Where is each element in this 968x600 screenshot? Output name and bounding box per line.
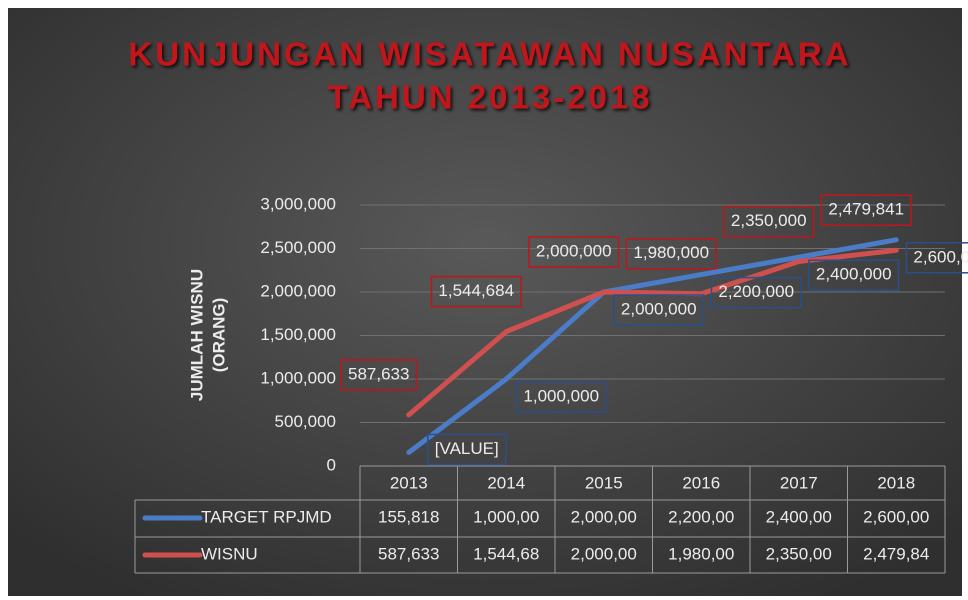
data-label-text: 1,000,000 (523, 386, 599, 405)
data-label-box (808, 259, 900, 291)
table-cell: 2,350,00 (766, 544, 832, 563)
chart-title: KUNJUNGAN WISATAWAN NUSANTARA (128, 36, 851, 73)
data-label-text: 2,000,000 (621, 299, 697, 318)
y-tick-label: 2,000,000 (260, 281, 336, 300)
data-label-box (905, 242, 968, 274)
x-tick-label: 2014 (487, 473, 525, 492)
legend-label: TARGET RPJMD (201, 507, 332, 526)
data-label-box (430, 275, 522, 308)
data-label-text: 2,479,841 (828, 200, 904, 219)
y-axis-label: JUMLAH WISNU (ORANG) (187, 269, 228, 401)
data-label-box (528, 236, 620, 268)
data-label: 2,479,841 (820, 194, 912, 227)
annotation: [VALUE] (427, 433, 507, 466)
data-label: 1,000,000 (515, 381, 607, 413)
data-label: 1,980,000 (625, 237, 717, 270)
data-label-box (820, 194, 912, 227)
table-cell: 1,980,00 (668, 544, 734, 563)
data-label: 2,000,000 (613, 294, 705, 326)
data-label-box (625, 237, 717, 270)
data-label-box (613, 294, 705, 326)
data-label-text: 2,350,000 (731, 211, 807, 230)
data-label-text: 2,200,000 (718, 282, 794, 301)
x-tick-label: 2016 (682, 473, 720, 492)
data-label-box (723, 205, 815, 238)
data-label-box (515, 381, 607, 413)
data-label-text: 2,400,000 (816, 265, 892, 284)
data-label: 2,600,000 (905, 242, 968, 274)
table-cell: 587,633 (378, 544, 439, 563)
x-tick-label: 2017 (780, 473, 818, 492)
y-tick-label: 2,500,000 (260, 238, 336, 257)
data-label-text: 2,000,000 (536, 241, 612, 260)
data-label-text: 587,633 (348, 364, 409, 383)
annotation-box (427, 433, 507, 466)
table-cell: 2,000,00 (571, 507, 637, 526)
x-tick-label: 2018 (877, 473, 915, 492)
legend-label: WISNU (201, 544, 258, 563)
data-label: 2,200,000 (710, 276, 802, 309)
data-label-text: 2,600,000 (913, 247, 968, 266)
data-label-text: 1,980,000 (633, 243, 709, 262)
table-cell: 1,000,00 (473, 507, 539, 526)
chart-title: TAHUN 2013-2018 (327, 79, 652, 116)
y-tick-label: 500,000 (275, 412, 336, 431)
data-label: 2,350,000 (723, 205, 815, 238)
y-tick-label: 1,500,000 (260, 325, 336, 344)
chart-background (8, 8, 962, 596)
table-cell: 2,400,00 (766, 507, 832, 526)
table-cell: 2,600,00 (863, 507, 929, 526)
annotation-text: [VALUE] (435, 439, 499, 458)
table-cell: 2,479,84 (863, 544, 929, 563)
x-tick-label: 2013 (390, 473, 428, 492)
y-tick-label: 3,000,000 (260, 194, 336, 213)
y-axis-label-line: JUMLAH WISNU (187, 269, 206, 401)
y-tick-label: 1,000,000 (260, 368, 336, 387)
data-label: 1,544,684 (430, 275, 522, 308)
y-tick-label: 0 (327, 455, 336, 474)
series-line (406, 237, 899, 455)
table-cell: 1,544,68 (473, 544, 539, 563)
y-axis-label-line: (ORANG) (209, 298, 228, 373)
table-cell: 155,818 (378, 507, 439, 526)
table-cell: 2,200,00 (668, 507, 734, 526)
table-cell: 2,000,00 (571, 544, 637, 563)
data-label-box (710, 276, 802, 309)
x-tick-label: 2015 (585, 473, 623, 492)
data-label: 2,000,000 (528, 236, 620, 268)
data-label-text: 1,544,684 (438, 281, 514, 300)
data-label-box (340, 359, 418, 391)
data-label: 2,400,000 (808, 259, 900, 291)
data-label: 587,633 (340, 359, 418, 391)
